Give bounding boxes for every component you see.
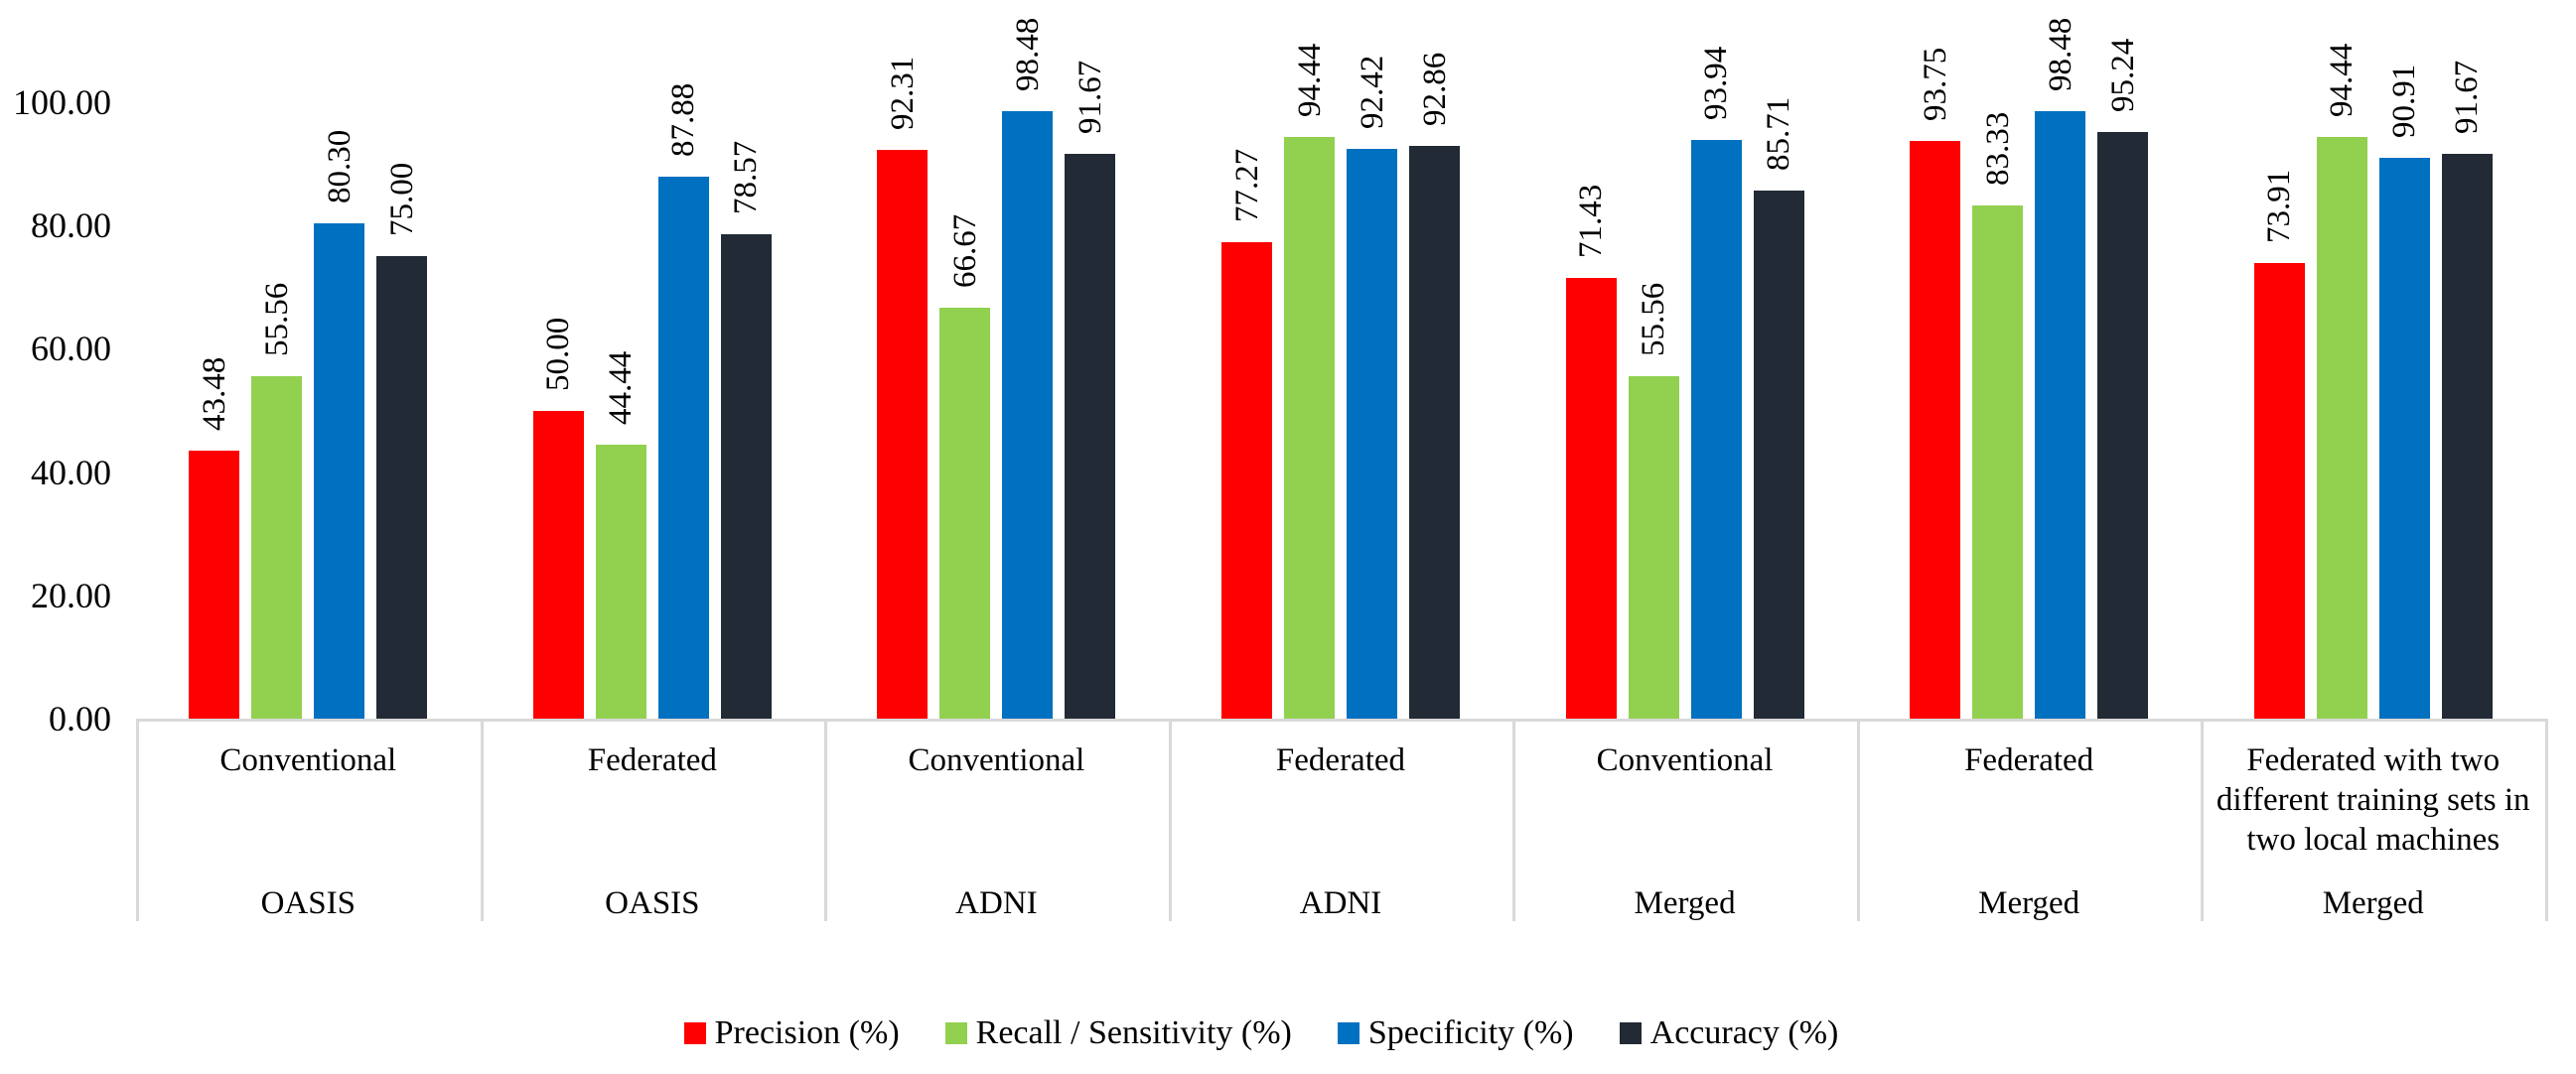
bar-specificity-group-6	[2035, 111, 2086, 719]
precision-swatch-icon	[683, 1022, 706, 1044]
bar-precision-group-3	[877, 149, 929, 719]
bar-recall-sensitivity-group-7	[2316, 136, 2367, 719]
bar-value-label: 50.00	[540, 317, 577, 391]
bar-specificity-group-4	[1347, 149, 1397, 719]
bar-value-label: 94.44	[2324, 43, 2361, 117]
bar-precision-group-7	[2253, 263, 2305, 719]
bar-value-label: 91.67	[2449, 60, 2486, 134]
bar-precision-group-5	[1565, 278, 1617, 719]
legend: Precision (%) Recall / Sensitivity (%) Spe…	[0, 1013, 2522, 1053]
category-table-divider	[2201, 719, 2205, 921]
category-dataset-label: Merged	[1634, 885, 1736, 921]
y-axis-tick-label: 100.00	[13, 82, 111, 122]
legend-item-accuracy: Accuracy (%)	[1619, 1013, 1839, 1053]
y-axis-tick-label: 60.00	[31, 329, 111, 369]
specificity-swatch-icon	[1337, 1022, 1360, 1044]
bar-recall-sensitivity-group-2	[595, 445, 646, 719]
bar-recall-sensitivity-group-4	[1284, 136, 1335, 719]
legend-label: Accuracy (%)	[1649, 1014, 1839, 1051]
bar-value-label: 92.86	[1416, 53, 1453, 127]
bar-recall-sensitivity-group-3	[939, 307, 991, 719]
category-dataset-label: ADNI	[955, 885, 1038, 921]
bar-value-label: 85.71	[1761, 96, 1797, 171]
category-table-divider	[1856, 719, 1860, 921]
category-method-label: Federated	[1275, 742, 1406, 778]
category-table-divider	[136, 719, 139, 921]
category-method-label: Federated with two different training se…	[2216, 742, 2530, 858]
bar-accuracy-group-4	[1409, 146, 1460, 719]
legend-item-precision: Precision (%)	[683, 1013, 900, 1053]
bar-accuracy-group-6	[2097, 131, 2149, 719]
category-table-divider	[2545, 719, 2548, 921]
bar-value-label: 66.67	[946, 213, 983, 288]
category-dataset-label: OASIS	[260, 885, 356, 921]
category-method-label: Federated	[1964, 742, 2094, 778]
bar-value-label: 55.56	[258, 282, 295, 356]
bar-value-label: 90.91	[2386, 65, 2423, 139]
category-dataset-label: ADNI	[1299, 885, 1382, 921]
bar-accuracy-group-7	[2441, 153, 2493, 719]
category-table-divider	[480, 719, 484, 921]
bar-value-label: 80.30	[321, 130, 358, 204]
category-dataset-label: Merged	[2322, 885, 2424, 921]
bar-precision-group-6	[1910, 140, 1961, 719]
category-table-divider	[1512, 719, 1516, 921]
bar-value-label: 91.67	[1072, 60, 1108, 134]
bar-specificity-group-3	[1002, 111, 1054, 719]
bar-value-label: 93.94	[1698, 46, 1735, 120]
bar-value-label: 71.43	[1573, 185, 1610, 259]
bar-specificity-group-7	[2378, 158, 2430, 719]
legend-label: Specificity (%)	[1367, 1014, 1574, 1051]
category-table-divider	[824, 719, 828, 921]
bar-accuracy-group-5	[1753, 190, 1804, 719]
category-dataset-label: Merged	[1978, 885, 2080, 921]
bar-value-label: 92.31	[884, 56, 921, 130]
legend-label: Precision (%)	[714, 1014, 900, 1051]
bar-specificity-group-1	[314, 223, 365, 719]
bar-accuracy-group-2	[720, 234, 772, 719]
bar-value-label: 73.91	[2261, 169, 2298, 244]
bar-value-label: 92.42	[1354, 55, 1390, 130]
legend-label: Recall / Sensitivity (%)	[975, 1014, 1292, 1051]
bar-recall-sensitivity-group-1	[251, 375, 303, 719]
bar-value-label: 83.33	[1979, 111, 2016, 186]
recall-sensitivity-swatch-icon	[944, 1022, 967, 1044]
category-table-divider	[1168, 719, 1172, 921]
bar-value-label: 98.48	[1009, 18, 1046, 92]
bar-value-label: 93.75	[1917, 47, 1953, 121]
legend-item-specificity: Specificity (%)	[1337, 1013, 1574, 1053]
category-method-label: Federated	[587, 742, 717, 778]
accuracy-swatch-icon	[1619, 1022, 1642, 1044]
bar-value-label: 98.48	[2042, 18, 2078, 92]
bar-value-label: 87.88	[665, 83, 702, 158]
bar-value-label: 55.56	[1636, 282, 1672, 356]
bar-value-label: 75.00	[383, 163, 420, 237]
bar-recall-sensitivity-group-6	[1972, 204, 2024, 719]
bar-specificity-group-2	[657, 177, 709, 719]
bar-recall-sensitivity-group-5	[1628, 375, 1679, 719]
bar-value-label: 94.44	[1291, 43, 1328, 117]
category-method-label: Conventional	[908, 742, 1085, 778]
bar-value-label: 95.24	[2104, 38, 2141, 112]
bar-precision-group-4	[1221, 242, 1272, 719]
y-axis-tick-label: 0.00	[49, 699, 111, 738]
bar-precision-group-1	[189, 450, 240, 719]
category-table-top-border	[136, 719, 2548, 722]
category-method-label: Conventional	[219, 742, 397, 778]
bar-value-label: 77.27	[1228, 148, 1265, 223]
y-axis-tick-label: 40.00	[31, 452, 111, 492]
bar-value-label: 44.44	[603, 350, 640, 426]
bar-accuracy-group-3	[1065, 153, 1116, 719]
bar-value-label: 78.57	[728, 140, 765, 215]
category-dataset-label: OASIS	[605, 885, 700, 921]
y-axis-tick-label: 80.00	[31, 205, 111, 246]
bar-accuracy-group-1	[376, 256, 428, 719]
y-axis-tick-label: 20.00	[31, 575, 111, 615]
bar-value-label: 43.48	[196, 356, 232, 431]
category-method-label: Conventional	[1596, 742, 1774, 778]
legend-item-recall-sensitivity: Recall / Sensitivity (%)	[944, 1013, 1292, 1053]
bar-precision-group-2	[532, 410, 584, 719]
bar-specificity-group-5	[1690, 139, 1742, 719]
